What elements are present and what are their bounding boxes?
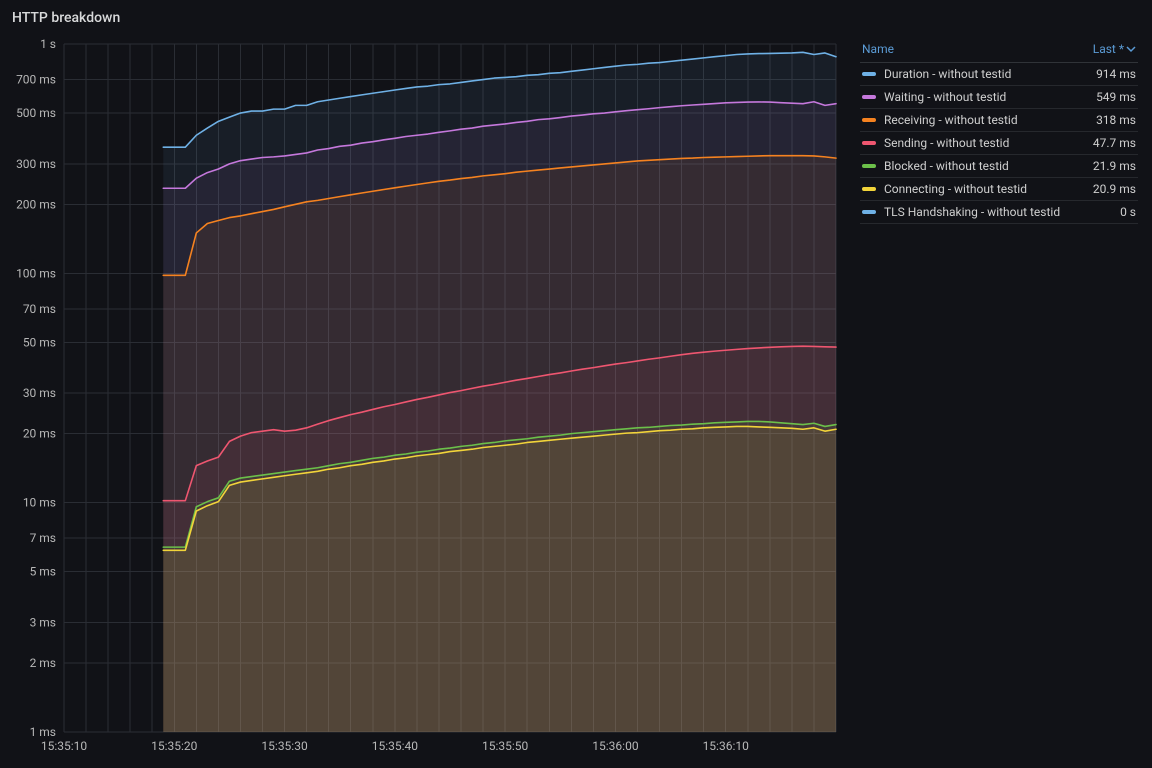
legend-swatch xyxy=(862,72,876,76)
legend-row-left: Receiving - without testid xyxy=(862,113,1018,127)
legend-value: 47.7 ms xyxy=(1093,136,1136,150)
svg-text:2 ms: 2 ms xyxy=(30,656,56,670)
legend-label: Duration - without testid xyxy=(884,67,1011,81)
legend-row[interactable]: Sending - without testid 47.7 ms xyxy=(860,132,1138,155)
legend-row[interactable]: Connecting - without testid 20.9 ms xyxy=(860,178,1138,201)
panel-content: 1 s 700 ms 500 ms 300 ms 200 ms 100 ms 70 ms 50… xyxy=(0,34,1152,762)
legend-rows: Duration - without testid 914 ms Waiting -… xyxy=(860,63,1138,224)
legend-header-name[interactable]: Name xyxy=(862,42,894,56)
svg-text:10 ms: 10 ms xyxy=(23,496,56,510)
legend-label: TLS Handshaking - without testid xyxy=(884,205,1060,219)
legend-value: 0 s xyxy=(1120,205,1136,219)
svg-text:15:36:10: 15:36:10 xyxy=(703,739,750,753)
legend-header[interactable]: Name Last * xyxy=(860,38,1138,63)
legend-value: 914 ms xyxy=(1096,67,1136,81)
legend-label: Sending - without testid xyxy=(884,136,1009,150)
legend-label: Receiving - without testid xyxy=(884,113,1018,127)
svg-text:15:35:20: 15:35:20 xyxy=(151,739,198,753)
svg-text:200 ms: 200 ms xyxy=(16,197,56,211)
svg-text:15:35:40: 15:35:40 xyxy=(372,739,419,753)
legend-row-left: Sending - without testid xyxy=(862,136,1009,150)
legend-label: Blocked - without testid xyxy=(884,159,1009,173)
svg-text:15:36:00: 15:36:00 xyxy=(592,739,639,753)
legend-row-left: TLS Handshaking - without testid xyxy=(862,205,1060,219)
legend: Name Last * Duration - without testid 914… xyxy=(854,34,1152,762)
legend-row[interactable]: Receiving - without testid 318 ms xyxy=(860,109,1138,132)
legend-swatch xyxy=(862,141,876,145)
legend-value: 318 ms xyxy=(1096,113,1136,127)
svg-text:500 ms: 500 ms xyxy=(16,106,56,120)
legend-swatch xyxy=(862,118,876,122)
http-breakdown-panel: HTTP breakdown 1 s 700 ms 500 ms 300 ms 200 … xyxy=(0,0,1152,768)
svg-text:15:35:50: 15:35:50 xyxy=(482,739,529,753)
svg-text:15:35:30: 15:35:30 xyxy=(261,739,308,753)
legend-row[interactable]: Blocked - without testid 21.9 ms xyxy=(860,155,1138,178)
svg-text:15:35:10: 15:35:10 xyxy=(41,739,88,753)
svg-text:70 ms: 70 ms xyxy=(23,302,56,316)
legend-value: 20.9 ms xyxy=(1093,182,1136,196)
legend-row-left: Waiting - without testid xyxy=(862,90,1006,104)
legend-row-left: Duration - without testid xyxy=(862,67,1011,81)
legend-swatch xyxy=(862,210,876,214)
panel-title: HTTP breakdown xyxy=(0,6,1152,34)
legend-row-left: Connecting - without testid xyxy=(862,182,1027,196)
svg-text:3 ms: 3 ms xyxy=(30,616,56,630)
svg-text:20 ms: 20 ms xyxy=(23,427,56,441)
svg-text:30 ms: 30 ms xyxy=(23,386,56,400)
legend-value: 549 ms xyxy=(1096,90,1136,104)
legend-label: Connecting - without testid xyxy=(884,182,1027,196)
chart-area[interactable]: 1 s 700 ms 500 ms 300 ms 200 ms 100 ms 70 ms 50… xyxy=(0,34,854,762)
svg-text:300 ms: 300 ms xyxy=(16,157,56,171)
chart-svg: 1 s 700 ms 500 ms 300 ms 200 ms 100 ms 70 ms 50… xyxy=(0,34,854,762)
chevron-down-icon xyxy=(1126,44,1136,54)
legend-value: 21.9 ms xyxy=(1093,159,1136,173)
legend-swatch xyxy=(862,187,876,191)
legend-row[interactable]: TLS Handshaking - without testid 0 s xyxy=(860,201,1138,224)
legend-row[interactable]: Waiting - without testid 549 ms xyxy=(860,86,1138,109)
legend-swatch xyxy=(862,95,876,99)
svg-text:1 ms: 1 ms xyxy=(30,725,56,739)
legend-row-left: Blocked - without testid xyxy=(862,159,1009,173)
svg-text:50 ms: 50 ms xyxy=(23,335,56,349)
legend-label: Waiting - without testid xyxy=(884,90,1006,104)
svg-text:100 ms: 100 ms xyxy=(16,266,56,280)
svg-text:5 ms: 5 ms xyxy=(30,565,56,579)
svg-text:700 ms: 700 ms xyxy=(16,73,56,87)
svg-text:1 s: 1 s xyxy=(40,37,56,51)
legend-header-last[interactable]: Last * xyxy=(1093,42,1136,56)
legend-row[interactable]: Duration - without testid 914 ms xyxy=(860,63,1138,86)
svg-text:7 ms: 7 ms xyxy=(30,531,56,545)
legend-swatch xyxy=(862,164,876,168)
